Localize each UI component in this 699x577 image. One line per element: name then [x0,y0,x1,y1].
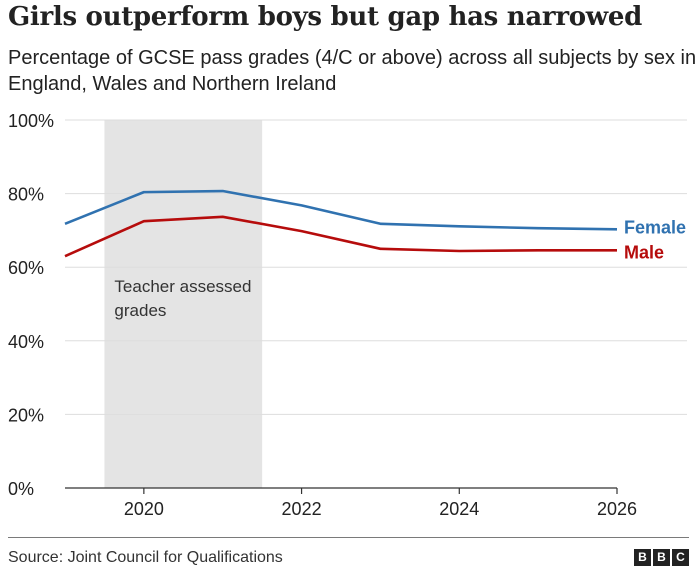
x-tick-label: 2026 [597,499,637,519]
x-tick-label: 2024 [439,499,479,519]
line-chart: Teacher assessed grades 0% 20% 40% 60% 80% 100… [8,111,687,519]
series-labels: Female Male [624,217,686,262]
chart-subtitle: Percentage of GCSE pass grades (4/C or a… [8,47,697,95]
series-label-male: Male [624,242,664,262]
y-tick-label: 80% [8,185,44,205]
y-tick-label: 100% [8,111,54,131]
shaded-region-rect [104,120,263,488]
chart-title: Girls outperform boys but gap has narrow… [8,2,642,32]
y-tick-label: 0% [8,479,34,499]
x-axis: 2020 2022 2024 2026 [65,487,637,519]
x-tick-label: 2022 [282,499,322,519]
x-tick-label: 2020 [124,499,164,519]
y-tick-label: 40% [8,332,44,352]
footer-divider [8,537,689,538]
shaded-region-label: Teacher assessed [114,277,251,296]
logo-letter: C [672,549,689,566]
series-label-female: Female [624,217,686,237]
source-note: Source: Joint Council for Qualifications [8,549,283,566]
y-tick-label: 60% [8,258,44,278]
shaded-region: Teacher assessed grades [104,120,263,488]
series-line-female [64,189,618,231]
gridlines [65,119,687,415]
series-lines [64,189,618,258]
logo-letter: B [634,549,651,566]
logo-letter: B [653,549,670,566]
shaded-region-label: grades [114,301,166,320]
y-tick-label: 20% [8,405,44,425]
bbc-logo: B B C [634,549,689,566]
y-axis-tick-labels: 0% 20% 40% 60% 80% 100% [8,111,54,499]
series-line-male [64,215,617,258]
